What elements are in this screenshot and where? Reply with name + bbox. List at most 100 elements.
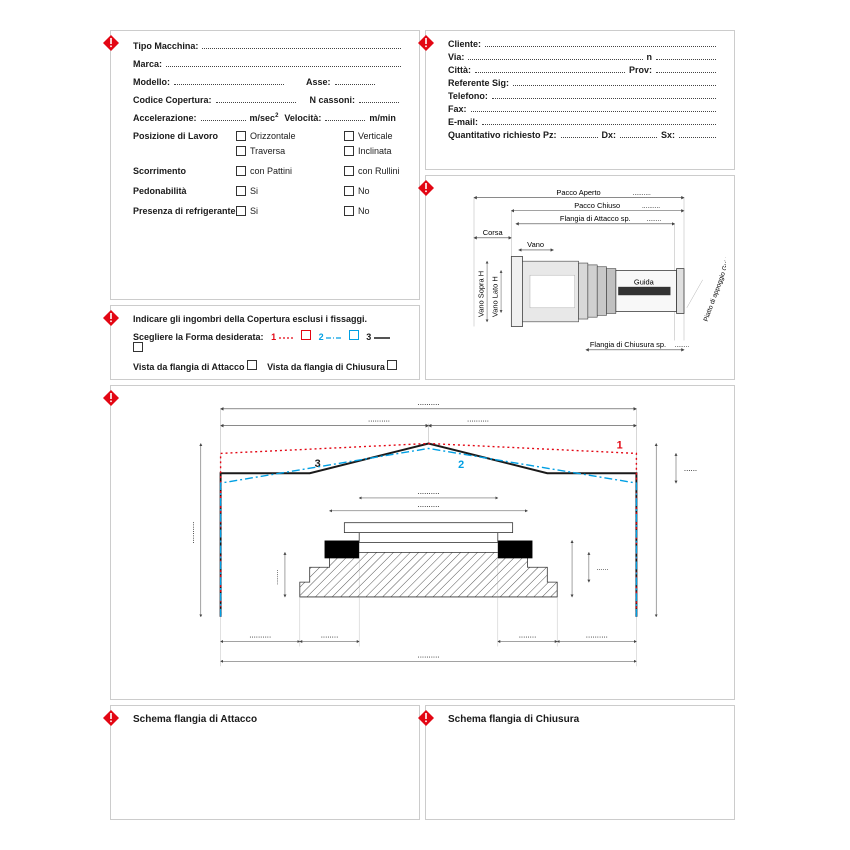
- codice-copertura-label: Codice Copertura:: [133, 95, 212, 105]
- form-3-checkbox[interactable]: [133, 342, 143, 352]
- form-1-num: 1: [617, 439, 623, 451]
- chiusura-title: Schema flangia di Chiusura: [448, 714, 720, 725]
- form-2-line-icon: [326, 334, 346, 342]
- tipo-macchina-field[interactable]: [202, 41, 401, 49]
- cliente-label: Cliente:: [448, 39, 481, 49]
- svg-text:..........: ..........: [586, 631, 608, 640]
- cross-section-panel: .......... .......... .......... 3 1 2: [110, 385, 735, 700]
- quant-label: Quantitativo richiesto Pz:: [448, 130, 557, 140]
- dx-field[interactable]: [620, 130, 657, 138]
- machine-panel: Tipo Macchina: Marca: Modello: Asse: Cod…: [110, 30, 420, 300]
- form-3-num: 3: [315, 458, 321, 470]
- codice-field[interactable]: [216, 95, 296, 103]
- svg-text:..........: ..........: [249, 631, 271, 640]
- svg-text:......: ......: [597, 565, 609, 572]
- svg-text:..........: ..........: [418, 500, 440, 509]
- vano-label: Vano: [527, 240, 544, 249]
- accel-unit: m/sec2: [250, 113, 279, 123]
- form-2-label: 2: [319, 332, 324, 342]
- pack-diagram: Pacco Aperto .......... Pacco Chiuso ...…: [446, 184, 726, 371]
- fax-field[interactable]: [471, 104, 716, 112]
- marca-field[interactable]: [166, 59, 401, 67]
- traversa-checkbox[interactable]: Traversa: [236, 146, 336, 156]
- asse-field[interactable]: [335, 77, 375, 85]
- form-1-checkbox[interactable]: [301, 330, 311, 340]
- form-2-checkbox[interactable]: [349, 330, 359, 340]
- n-label: n: [647, 52, 653, 62]
- svg-text:..........: ..........: [642, 203, 660, 210]
- refrigerante-label: Presenza di refrigerante: [133, 206, 228, 217]
- telefono-label: Telefono:: [448, 91, 488, 101]
- svg-text:........: ........: [675, 342, 690, 349]
- pz-field[interactable]: [561, 130, 598, 138]
- flangia-chiusura-sp-label: Flangia di Chiusura sp.: [590, 340, 666, 349]
- svg-text:........: ........: [647, 216, 662, 223]
- alert-icon: [418, 180, 434, 196]
- telefono-field[interactable]: [492, 91, 716, 99]
- pattini-checkbox[interactable]: con Pattini: [236, 166, 336, 176]
- citta-field[interactable]: [475, 65, 625, 73]
- attacco-panel: Schema flangia di Attacco: [110, 705, 420, 820]
- tipo-macchina-label: Tipo Macchina:: [133, 41, 198, 51]
- svg-text:..........: ..........: [467, 415, 489, 424]
- pedon-si-checkbox[interactable]: Si: [236, 186, 336, 196]
- fax-label: Fax:: [448, 104, 467, 114]
- n-field[interactable]: [656, 52, 716, 60]
- pacco-aperto-label: Pacco Aperto: [556, 188, 600, 197]
- svg-text:........: ........: [519, 631, 537, 640]
- n-cassoni-field[interactable]: [359, 95, 399, 103]
- vista-attacco-label: Vista da flangia di Attacco: [133, 362, 245, 372]
- orizzontale-checkbox[interactable]: Orizzontale: [236, 131, 336, 141]
- form-1-line-icon: [279, 334, 299, 342]
- corsa-label: Corsa: [483, 228, 504, 237]
- referente-field[interactable]: [513, 78, 716, 86]
- via-label: Via:: [448, 52, 464, 62]
- scegliere-label: Scegliere la Forma desiderata:: [133, 332, 264, 342]
- vista-attacco-checkbox[interactable]: [247, 360, 257, 370]
- alert-icon: [418, 35, 434, 51]
- scorrimento-label: Scorrimento: [133, 166, 228, 176]
- modello-field[interactable]: [174, 77, 284, 85]
- rail-cross-section: [300, 523, 557, 597]
- velocita-unit: m/min: [369, 113, 396, 123]
- alert-icon: [418, 710, 434, 726]
- guida-label: Guida: [634, 278, 655, 287]
- n-cassoni-label: N cassoni:: [310, 95, 356, 105]
- cross-section-diagram: .......... .......... .......... 3 1 2: [131, 394, 726, 691]
- citta-label: Città:: [448, 65, 471, 75]
- asse-label: Asse:: [306, 77, 331, 87]
- sx-field[interactable]: [679, 130, 716, 138]
- posizione-label: Posizione di Lavoro: [133, 131, 228, 142]
- vano-sopra-h-label: Vano Sopra H: [476, 271, 485, 317]
- options-panel: Indicare gli ingombri della Copertura es…: [110, 305, 420, 380]
- velocita-field[interactable]: [325, 113, 365, 121]
- svg-text:........: ........: [273, 569, 280, 584]
- pacco-chiuso-label: Pacco Chiuso: [574, 201, 620, 210]
- alert-icon: [103, 710, 119, 726]
- options-line2: Scegliere la Forma desiderata: 1 2 3: [133, 330, 405, 354]
- via-field[interactable]: [468, 52, 642, 60]
- accel-label: Accelerazione:: [133, 113, 197, 123]
- svg-text:........: ........: [321, 631, 339, 640]
- alert-icon: [103, 390, 119, 406]
- accel-field[interactable]: [201, 113, 246, 121]
- refrig-si-checkbox[interactable]: Si: [236, 206, 336, 216]
- dx-label: Dx:: [602, 130, 617, 140]
- vista-chiusura-label: Vista da flangia di Chiusura: [267, 362, 385, 372]
- prov-field[interactable]: [656, 65, 716, 73]
- attacco-title: Schema flangia di Attacco: [133, 714, 405, 725]
- sx-label: Sx:: [661, 130, 675, 140]
- form-3-line-icon: [374, 334, 394, 342]
- form-1-label: 1: [271, 332, 276, 342]
- marca-label: Marca:: [133, 59, 162, 69]
- email-field[interactable]: [482, 117, 716, 125]
- svg-text:..........: ..........: [187, 522, 196, 544]
- prov-label: Prov:: [629, 65, 652, 75]
- cliente-field[interactable]: [485, 39, 716, 47]
- options-line3: Vista da flangia di Attacco Vista da fla…: [133, 360, 405, 372]
- vista-chiusura-checkbox[interactable]: [387, 360, 397, 370]
- flangia-attacco-sp-label: Flangia di Attacco sp.: [560, 214, 631, 223]
- svg-text:......: ......: [684, 464, 697, 473]
- alert-icon: [103, 35, 119, 51]
- options-line1: Indicare gli ingombri della Copertura es…: [133, 314, 405, 324]
